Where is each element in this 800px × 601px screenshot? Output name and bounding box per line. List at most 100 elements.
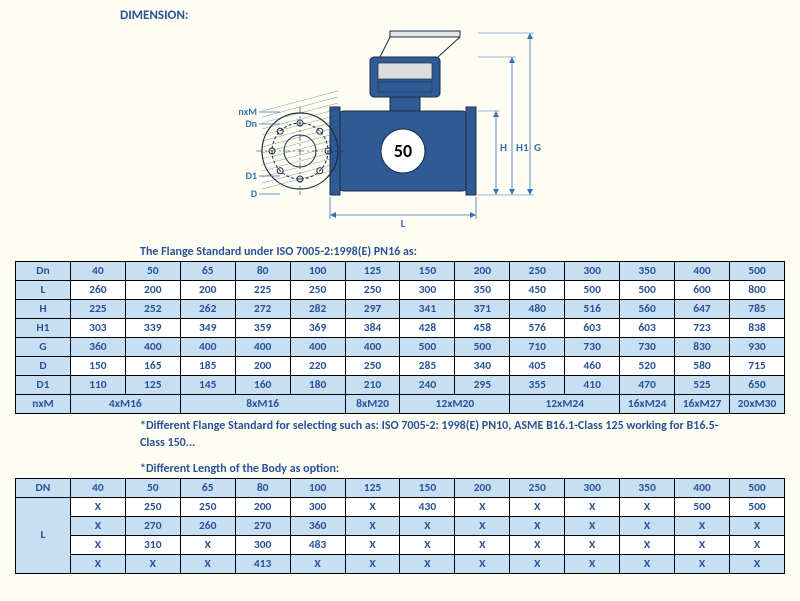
cell: X <box>675 554 730 573</box>
cell: 730 <box>565 338 620 357</box>
cell: 300 <box>400 281 455 300</box>
cell: DN <box>16 478 71 497</box>
cell: X <box>400 535 455 554</box>
flange-table: Dn40506580100125150200250300350400500L26… <box>15 261 785 414</box>
cell: 250 <box>510 262 565 281</box>
cell: 576 <box>510 319 565 338</box>
cell: 520 <box>620 357 675 376</box>
cell: 200 <box>235 357 290 376</box>
cell: X <box>510 554 565 573</box>
cell: X <box>565 516 620 535</box>
cell: 285 <box>400 357 455 376</box>
cell: 250 <box>180 497 235 516</box>
cell: X <box>125 554 180 573</box>
cell: 300 <box>290 497 345 516</box>
cell: X <box>70 535 125 554</box>
cell: 600 <box>675 281 730 300</box>
cell: 647 <box>675 300 730 319</box>
cell: X <box>345 516 400 535</box>
cell: 250 <box>290 281 345 300</box>
cell: 500 <box>729 262 784 281</box>
cell: 483 <box>290 535 345 554</box>
cell: 260 <box>180 516 235 535</box>
cell: 125 <box>345 262 400 281</box>
cell: 220 <box>290 357 345 376</box>
cell: 12xM24 <box>510 395 620 414</box>
cell: X <box>620 535 675 554</box>
cell: 125 <box>345 478 400 497</box>
flange-note: *Different Flange Standard for selecting… <box>140 418 740 452</box>
cell: 225 <box>235 281 290 300</box>
svg-text:Dn: Dn <box>245 117 257 130</box>
table1-caption: The Flange Standard under ISO 7005-2:199… <box>140 245 790 259</box>
cell: X <box>565 497 620 516</box>
cell: 250 <box>125 497 180 516</box>
cell: 80 <box>235 478 290 497</box>
section-heading: DIMENSION: <box>120 8 790 23</box>
cell: 371 <box>455 300 510 319</box>
cell: 282 <box>290 300 345 319</box>
cell: 341 <box>400 300 455 319</box>
cell: X <box>729 516 784 535</box>
cell: 560 <box>620 300 675 319</box>
cell: 8xM16 <box>180 395 345 414</box>
cell: 110 <box>70 376 125 395</box>
cell: 710 <box>510 338 565 357</box>
cell: X <box>510 535 565 554</box>
cell: X <box>345 497 400 516</box>
cell: 8xM20 <box>345 395 400 414</box>
svg-text:G: G <box>534 141 541 154</box>
cell: 359 <box>235 319 290 338</box>
cell: 430 <box>400 497 455 516</box>
cell: X <box>675 516 730 535</box>
cell: 250 <box>345 281 400 300</box>
cell: 300 <box>565 478 620 497</box>
cell: 250 <box>510 478 565 497</box>
cell: 349 <box>180 319 235 338</box>
cell: 405 <box>510 357 565 376</box>
cell: 250 <box>345 357 400 376</box>
cell: 40 <box>70 262 125 281</box>
cell: 603 <box>620 319 675 338</box>
cell: 200 <box>235 497 290 516</box>
cell: X <box>345 554 400 573</box>
cell: 310 <box>125 535 180 554</box>
cell: 930 <box>729 338 784 357</box>
cell: 650 <box>729 376 784 395</box>
cell: X <box>675 535 730 554</box>
cell: 400 <box>235 338 290 357</box>
cell: 603 <box>565 319 620 338</box>
cell: X <box>729 554 784 573</box>
cell: 210 <box>345 376 400 395</box>
cell: 428 <box>400 319 455 338</box>
svg-text:50: 50 <box>394 140 412 162</box>
svg-text:D: D <box>251 187 258 200</box>
cell: 270 <box>125 516 180 535</box>
cell: 360 <box>70 338 125 357</box>
cell: 200 <box>125 281 180 300</box>
cell: 150 <box>70 357 125 376</box>
cell: Dn <box>16 262 71 281</box>
cell: L <box>16 497 71 573</box>
cell: 470 <box>620 376 675 395</box>
cell: X <box>180 535 235 554</box>
cell: X <box>455 516 510 535</box>
cell: G <box>16 338 71 357</box>
cell: X <box>400 554 455 573</box>
svg-text:H: H <box>500 141 507 154</box>
cell: 297 <box>345 300 400 319</box>
cell: 500 <box>400 338 455 357</box>
cell: X <box>729 535 784 554</box>
cell: 413 <box>235 554 290 573</box>
cell: 500 <box>565 281 620 300</box>
cell: 270 <box>235 516 290 535</box>
cell: 200 <box>455 262 510 281</box>
cell: L <box>16 281 71 300</box>
cell: 16xM27 <box>675 395 730 414</box>
cell: X <box>345 535 400 554</box>
cell: 12xM20 <box>400 395 510 414</box>
cell: 715 <box>729 357 784 376</box>
cell: X <box>400 516 455 535</box>
cell: 384 <box>345 319 400 338</box>
cell: 50 <box>125 478 180 497</box>
